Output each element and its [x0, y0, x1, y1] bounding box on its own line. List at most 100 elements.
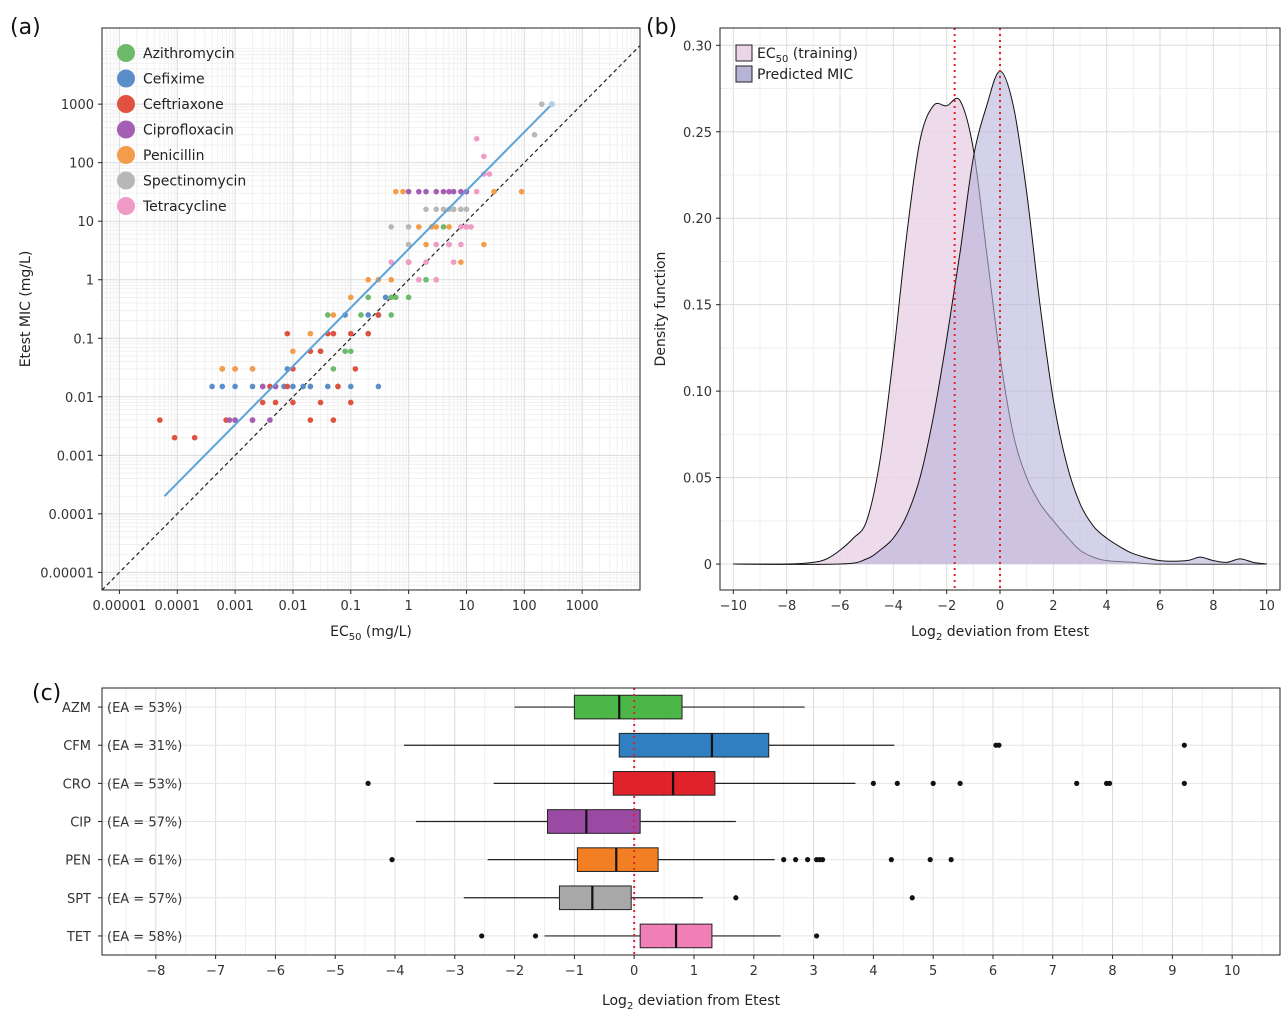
a-y-tick-label: 10	[77, 215, 94, 230]
a-point-ceftriaxone	[347, 330, 354, 337]
a-point-azithromycin	[330, 366, 337, 372]
a-legend-label-ciprofloxacin: Ciprofloxacin	[143, 123, 234, 139]
a-point-ciprofloxacin	[416, 188, 422, 195]
a-point-azithromycin	[405, 294, 412, 301]
c-x-axis-label-main: Log	[602, 993, 627, 1009]
c-box-cfm	[618, 732, 770, 758]
c-x-tick-label: −6	[266, 964, 285, 979]
a-point-tetracycline	[458, 224, 464, 230]
b-x-tick-label: 2	[1049, 599, 1057, 614]
a-point-tetracycline	[458, 241, 464, 248]
c-outlier-pen	[927, 857, 933, 863]
a-point-ciprofloxacin	[249, 417, 256, 423]
c-x-tick-label: −4	[385, 964, 404, 979]
a-point-ceftriaxone	[330, 417, 337, 423]
c-outlier-pen	[805, 857, 811, 863]
b-x-axis-label-tail: deviation from Etest	[942, 624, 1089, 640]
c-outlier-cro	[930, 780, 936, 786]
a-point-penicillin	[481, 241, 487, 248]
b-legend-swatch-ec50	[735, 44, 753, 62]
b-x-tick-label: 0	[996, 599, 1004, 614]
b-x-tick-label: 4	[1103, 599, 1111, 614]
a-point-ciprofloxacin	[405, 188, 412, 195]
c-outlier-cro	[957, 780, 963, 786]
c-outlier-cro	[1074, 780, 1080, 786]
c-category-label-tet: TET	[66, 930, 91, 945]
a-point-penicillin	[433, 224, 440, 230]
c-outlier-cfm	[996, 742, 1002, 748]
b-x-tick-label: −10	[720, 599, 747, 614]
a-legend-label-spectinomycin: Spectinomycin	[143, 174, 246, 190]
c-ea-label-cfm: (EA = 31%)	[107, 739, 182, 754]
a-point-ceftriaxone	[317, 399, 324, 406]
c-x-tick-label: −3	[445, 964, 464, 979]
a-legend-swatch-penicillin	[117, 146, 135, 164]
a-x-axis-label: EC50 (mg/L)	[330, 624, 412, 643]
c-category-label-azm: AZM	[62, 701, 91, 716]
c-outlier-tet	[532, 933, 539, 939]
b-x-tick-label: −8	[777, 599, 796, 614]
a-point-ciprofloxacin	[267, 417, 273, 423]
a-y-axis-label: Etest MIC (mg/L)	[18, 251, 34, 368]
c-outlier-tet	[813, 933, 820, 939]
b-y-tick-label: 0.30	[683, 39, 712, 54]
b-y-tick-label: 0	[704, 558, 712, 573]
a-x-tick-label: 0.001	[216, 599, 253, 614]
c-x-tick-label: −7	[206, 964, 225, 979]
c-outlier-cro	[1106, 780, 1113, 786]
a-point-azithromycin	[347, 348, 354, 355]
a-point-penicillin	[423, 241, 429, 248]
a-x-tick-label: 0.1	[340, 599, 361, 614]
a-point-penicillin	[388, 276, 395, 283]
a-x-tick-label: 10	[458, 599, 475, 614]
a-point-ciprofloxacin	[458, 188, 464, 195]
a-point-penicillin	[219, 366, 226, 372]
a-point-tetracycline	[473, 188, 480, 195]
b-legend-swatch-predicted-mic	[735, 65, 753, 83]
a-point-ceftriaxone	[335, 383, 341, 390]
a-point-tetracycline	[433, 241, 440, 248]
a-point-spectinomycin	[388, 224, 395, 230]
a-y-tick-label: 0.00001	[40, 566, 94, 581]
a-point-ceftriaxone	[307, 417, 314, 423]
c-x-tick-label: −1	[565, 964, 584, 979]
a-x-tick-label: 100	[512, 599, 537, 614]
a-point-cefixime	[290, 383, 296, 390]
a-point-ciprofloxacin	[446, 188, 452, 195]
c-x-tick-label: 2	[750, 964, 758, 979]
c-outlier-pen	[781, 857, 787, 863]
a-point-ciprofloxacin	[450, 188, 457, 195]
a-point-penicillin	[416, 224, 422, 230]
a-point-penicillin	[347, 294, 354, 301]
c-x-tick-label: −8	[146, 964, 165, 979]
b-y-tick-label: 0.25	[683, 126, 712, 141]
a-point-ciprofloxacin	[440, 188, 447, 195]
panel-c-box-chart: AZM (EA = 53%) CFM (EA = 31%) CRO (EA = 53%) C…	[62, 687, 1281, 1012]
b-legend-label-ec50-main: EC	[757, 46, 776, 62]
c-outlier-cro	[365, 780, 371, 786]
a-point-cefixime	[307, 383, 314, 390]
c-outlier-pen	[888, 857, 894, 863]
a-x-axis-label-main: EC	[330, 624, 349, 640]
a-point-penicillin	[249, 366, 256, 372]
c-outlier-pen	[819, 857, 826, 863]
a-legend-swatch-spectinomycin	[117, 171, 135, 190]
a-point-spectinomycin	[423, 206, 429, 213]
a-point-azithromycin	[358, 312, 364, 318]
c-x-axis-label: Log2 deviation from Etest	[602, 993, 781, 1012]
c-outlier-cro	[870, 780, 876, 786]
a-point-ceftriaxone	[330, 330, 337, 337]
a-legend-label-penicillin: Penicillin	[143, 148, 204, 164]
c-outlier-spt	[733, 895, 739, 901]
c-box-cro	[612, 771, 716, 796]
a-point-cefixime	[347, 383, 354, 390]
a-point-ceftriaxone	[284, 330, 291, 337]
a-point-ceftriaxone	[272, 399, 279, 406]
panel-b-letter: (b)	[646, 15, 677, 40]
b-density-predicted-mic-line	[733, 70, 1267, 565]
a-y-tick-label: 0.01	[65, 391, 94, 406]
c-ea-label-cip: (EA = 57%)	[107, 816, 182, 831]
a-point-cefixime	[232, 383, 238, 390]
c-ea-label-tet: (EA = 58%)	[107, 930, 182, 945]
